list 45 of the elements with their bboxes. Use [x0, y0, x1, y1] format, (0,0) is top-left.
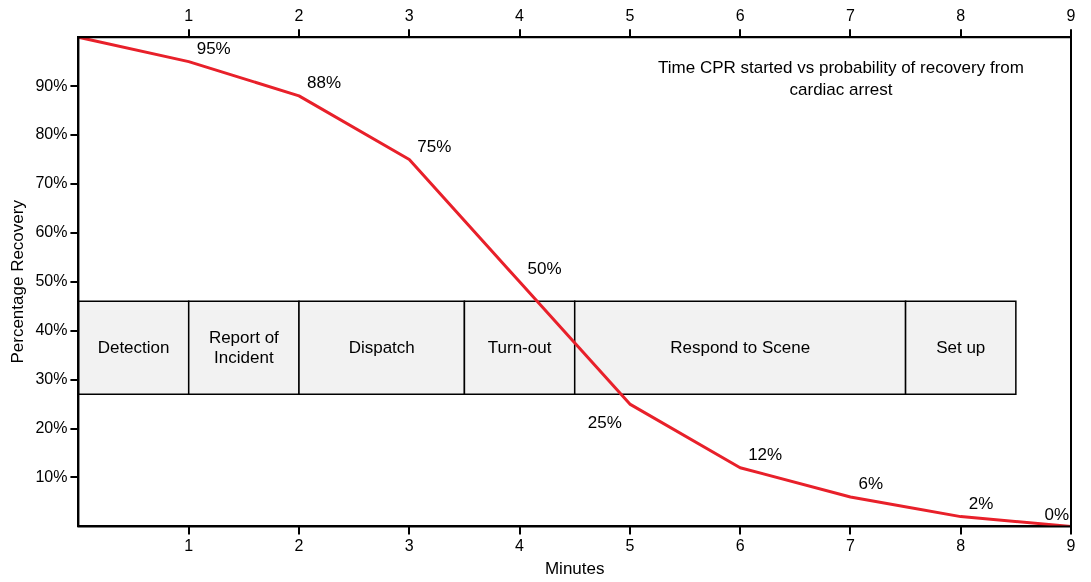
data-label: 75%: [417, 136, 452, 156]
band-label: Set up: [936, 337, 986, 357]
y-tick-label: 50%: [35, 272, 68, 290]
data-label: 50%: [527, 258, 562, 278]
band-label: Respond to Scene: [670, 337, 811, 357]
band-label: Detection: [97, 337, 170, 357]
y-tick-label: 30%: [35, 370, 68, 388]
x2-tick-label: 6: [735, 7, 745, 25]
data-label: 6%: [858, 474, 884, 494]
y-tick-label: 60%: [35, 223, 68, 241]
y-tick-label: 10%: [35, 467, 68, 485]
x2-tick-label: 2: [294, 7, 304, 25]
x-tick-label: 7: [845, 537, 855, 555]
data-label: 0%: [1044, 505, 1070, 525]
y-tick-label: 90%: [35, 76, 68, 94]
data-label: 95%: [196, 38, 231, 58]
annotation: Time CPR started vs probability of recovery from cardiac arrest: [658, 58, 1024, 100]
band-label: Report of Incident: [208, 327, 280, 367]
band-label: Turn-out: [487, 337, 552, 357]
y-tick-label: 20%: [35, 418, 68, 436]
y-tick-label: 40%: [35, 321, 68, 339]
x-tick-label: 8: [956, 537, 966, 555]
x-tick-label: 4: [515, 537, 525, 555]
data-label: 2%: [968, 493, 994, 513]
x2-tick-label: 1: [184, 7, 194, 25]
x-tick-label: 2: [294, 537, 304, 555]
x-tick-label: 5: [625, 537, 635, 555]
data-label: 88%: [307, 72, 342, 92]
x-tick-label: 3: [404, 537, 414, 555]
x-tick-label: 9: [1066, 537, 1076, 555]
x-axis-title: Minutes: [544, 559, 605, 579]
x2-tick-label: 4: [515, 7, 525, 25]
x2-tick-label: 3: [404, 7, 414, 25]
x2-tick-label: 9: [1066, 7, 1076, 25]
y-axis-title: Percentage Recovery: [7, 199, 27, 364]
x2-tick-label: 8: [956, 7, 966, 25]
x-tick-label: 1: [184, 537, 194, 555]
x2-tick-label: 7: [845, 7, 855, 25]
y-tick-label: 80%: [35, 125, 68, 143]
x-tick-label: 6: [735, 537, 745, 555]
data-label: 25%: [587, 413, 622, 433]
band-label: Dispatch: [348, 337, 415, 357]
y-tick-label: 70%: [35, 174, 68, 192]
x2-tick-label: 5: [625, 7, 635, 25]
data-label: 12%: [748, 444, 783, 464]
